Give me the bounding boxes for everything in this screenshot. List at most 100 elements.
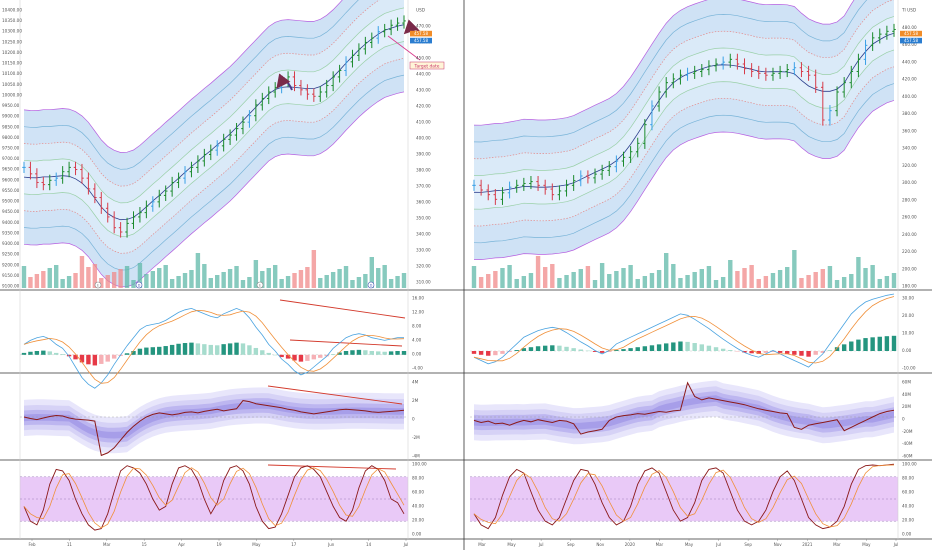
macd-histogram-bar [41, 350, 46, 355]
volume-bar [311, 250, 317, 288]
volume-bar [671, 264, 676, 288]
event-marker [256, 281, 264, 289]
macd-histogram-bar [877, 336, 882, 351]
volume-bar [635, 279, 640, 288]
volume-bar [564, 275, 569, 288]
left-x-tick-label: Apr [178, 542, 185, 547]
left-price-y-tick-label: 10200.00 [2, 50, 22, 55]
macd-histogram-bar [478, 351, 484, 355]
volume-bar [500, 268, 505, 288]
macd-histogram-bar [343, 351, 349, 355]
left-price-right-y-tick-label: 440.00 [416, 72, 431, 77]
volume-bar [486, 274, 491, 288]
left-stochastic-y-tick-label: 60.00 [412, 490, 424, 495]
volume-bar [247, 277, 252, 288]
left-x-tick-label: Feb [28, 542, 36, 547]
volume-bar [550, 264, 555, 288]
volume-bar [884, 276, 890, 288]
volume-bar [863, 268, 868, 288]
right-stochastic-y-tick-label: 60.00 [902, 490, 914, 495]
macd-histogram-bar [260, 350, 265, 355]
trend-line [267, 464, 397, 470]
right-price-y-tick-label: 200.00 [902, 266, 917, 271]
volume-bar [792, 250, 797, 288]
macd-histogram-bar [253, 347, 259, 355]
band-line [473, 49, 895, 210]
left-macd-y-tick-label: 4.00 [412, 338, 422, 343]
macd-histogram-bar [599, 351, 605, 353]
macd-histogram-bar [592, 351, 598, 352]
macd-histogram-bar [571, 348, 576, 351]
volume-bar [202, 264, 207, 288]
macd-histogram-bar [542, 345, 548, 351]
left-price-right-y-tick-label: USD [416, 8, 425, 13]
volume-bar [124, 266, 130, 288]
volume-bar [240, 280, 246, 288]
macd-histogram-bar [628, 348, 633, 351]
band-fill [24, 7, 404, 237]
volume-bar [169, 279, 175, 288]
volume-bar [350, 280, 355, 288]
left-price-right-y-tick-label: 340.00 [416, 232, 431, 237]
macd-histogram-bar [215, 345, 220, 355]
left-price-y-tick-label: 9100.00 [2, 284, 20, 289]
macd-histogram-bar [234, 342, 239, 355]
left-price-right-y-tick-label: 410.00 [416, 120, 431, 125]
band-line [23, 0, 343, 153]
volume-bar [841, 277, 847, 288]
volume-bar [292, 273, 297, 288]
macd-histogram-bar [849, 341, 854, 351]
right-x-tick-label: 2021 [802, 542, 813, 547]
band-line [23, 0, 359, 170]
left-price-y-tick-label: 9450.00 [2, 209, 20, 214]
left-price-y-tick-label: 10000.00 [2, 92, 22, 97]
volume-bar [382, 265, 387, 288]
volume-bar [571, 272, 576, 288]
macd-histogram-bar [493, 351, 498, 356]
volume-bar [260, 271, 265, 288]
left-price-right-y-tick-label: 430.00 [416, 88, 431, 93]
right-x-tick-label: Sep [567, 542, 575, 547]
macd-histogram-bar [54, 352, 59, 355]
macd-histogram-bar [656, 344, 662, 351]
volume-bar [54, 265, 59, 288]
volume-bar [720, 277, 726, 288]
right-price-y-tick-label: 480.00 [902, 25, 917, 30]
volume-bar [337, 269, 342, 288]
volume-bar [856, 257, 861, 288]
macd-histogram-bar [305, 354, 310, 361]
macd-histogram-bar [692, 343, 697, 351]
left-price-y-tick-label: 10300.00 [2, 29, 22, 34]
volume-bar [799, 278, 804, 288]
volume-bar [285, 276, 291, 288]
macd-histogram-bar [785, 351, 790, 354]
trend-line [279, 299, 406, 319]
left-price-y-tick-label: 9550.00 [2, 188, 20, 193]
left-price-badge-bg [410, 30, 432, 37]
signal-line [23, 309, 405, 384]
right-price-y-tick-label: 220.00 [902, 249, 917, 254]
left-x-tick-label: 14 [366, 542, 372, 547]
macd-histogram-bar [891, 335, 897, 351]
volume-bar [66, 276, 72, 288]
right-x-tick-label: May [507, 542, 516, 547]
left-oscillator-y-tick-label: -2M [412, 435, 420, 440]
right-price-y-tick-label: 180.00 [902, 284, 917, 289]
macd-histogram-bar [564, 346, 569, 351]
volume-bar [493, 271, 498, 288]
stochastic-k-line [473, 463, 895, 530]
macd-histogram-bar [189, 342, 194, 355]
band-line [23, 41, 405, 237]
band-line [473, 100, 895, 260]
right-stochastic-y-tick-label: 100.00 [902, 462, 917, 467]
volume-bar [144, 274, 149, 288]
left-macd-y-tick-label: -4.00 [412, 366, 423, 371]
left-price-y-tick-label: 9900.00 [2, 114, 20, 119]
left-price-y-tick-label: 10100.00 [2, 71, 22, 76]
right-price-y-tick-label: 460.00 [902, 42, 917, 47]
macd-histogram-bar [834, 347, 840, 351]
macd-histogram-bar [664, 343, 669, 351]
volume-bar [215, 275, 220, 288]
